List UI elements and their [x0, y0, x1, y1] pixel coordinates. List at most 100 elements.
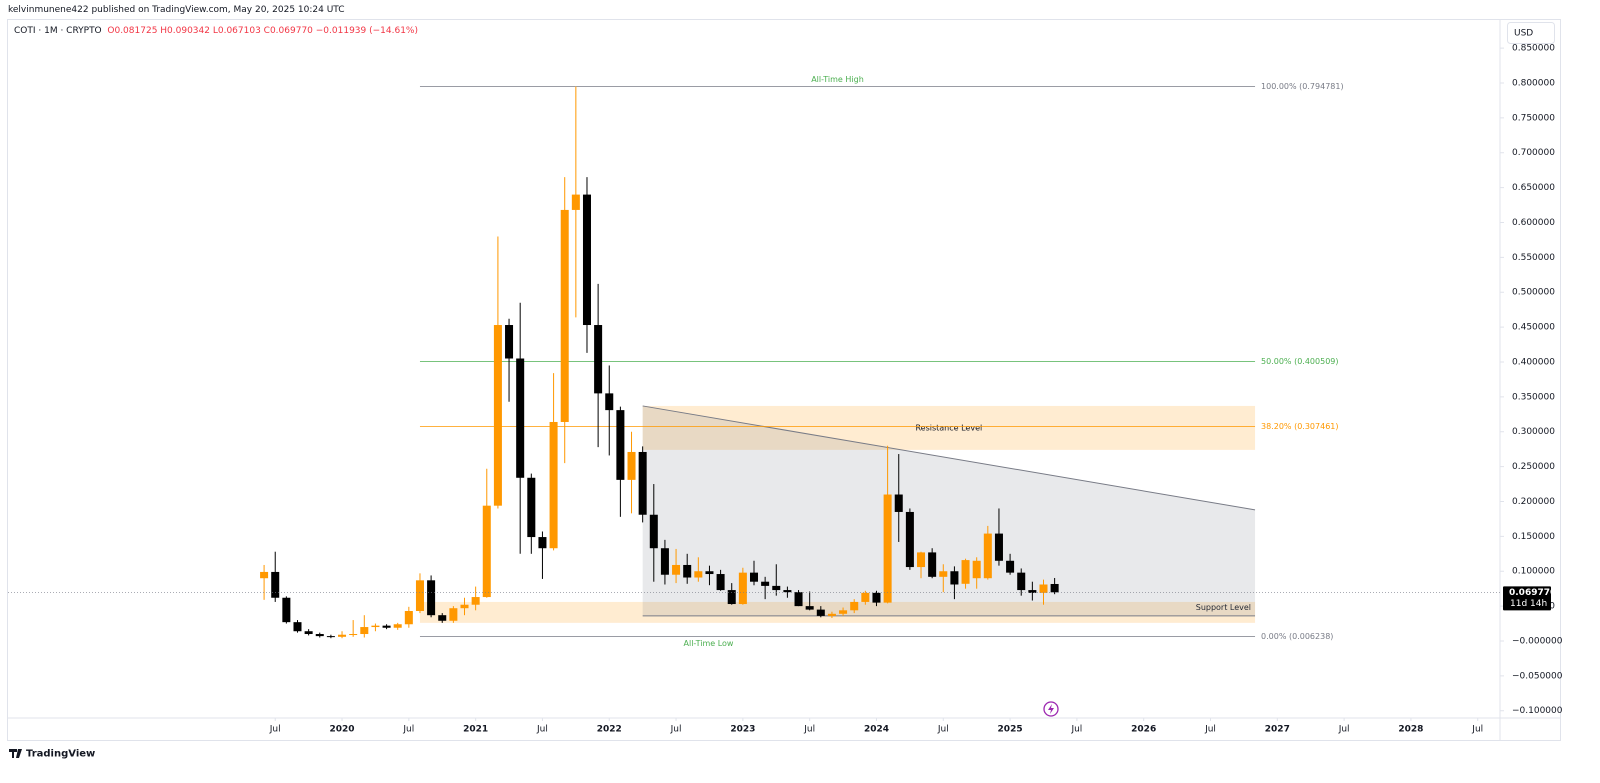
y-tick-label: −0.050000 — [1512, 671, 1563, 681]
x-tick-label: Jul — [670, 725, 682, 735]
y-tick-label: 0.700000 — [1512, 148, 1555, 158]
candle-body — [1006, 560, 1015, 573]
candle-body — [616, 410, 625, 480]
candle-body — [939, 571, 948, 577]
candle-body — [260, 571, 269, 579]
x-tick-label: 2023 — [730, 725, 755, 735]
x-tick-label: 2028 — [1398, 725, 1423, 735]
fib-label: 50.00% (0.400509) — [1261, 357, 1338, 366]
y-tick-label: 0.350000 — [1512, 392, 1555, 402]
x-tick-label: 2026 — [1131, 725, 1156, 735]
candle-body — [371, 625, 380, 628]
zone-label: Support Level — [1196, 603, 1251, 612]
candle-body — [471, 597, 480, 605]
candle-body — [839, 610, 848, 614]
fib-note: All-Time High — [811, 75, 864, 84]
countdown: 11d 14h — [1510, 599, 1547, 609]
y-tick-label: 0.550000 — [1512, 253, 1555, 263]
candle-body — [571, 194, 580, 210]
last-price-tag — [1503, 586, 1551, 611]
candle-body — [338, 634, 347, 637]
publisher-line: kelvinmunene422 published on TradingView… — [8, 5, 345, 15]
candle-body — [404, 611, 413, 625]
candle-body — [594, 325, 603, 394]
candle-body — [282, 597, 291, 623]
event-icon-bolt — [1048, 704, 1054, 714]
candle-body — [1028, 590, 1037, 593]
candle-body — [1039, 584, 1048, 593]
candle-body — [705, 571, 714, 575]
candle-body — [505, 325, 514, 359]
candle-body — [638, 451, 647, 515]
candle-body — [449, 608, 458, 621]
x-tick-label: Jul — [937, 725, 949, 735]
y-tick-label: 0.750000 — [1512, 113, 1555, 123]
y-tick-label: 0.300000 — [1512, 427, 1555, 437]
candle-body — [961, 560, 970, 584]
y-tick-label: 0.450000 — [1512, 323, 1555, 333]
candle-body — [415, 580, 424, 612]
candle-body — [1017, 572, 1026, 591]
candle-body — [950, 571, 959, 585]
candle-body — [772, 585, 781, 591]
event-icon — [1043, 701, 1059, 717]
candle-body — [627, 451, 636, 480]
candle-body — [694, 571, 703, 578]
x-tick-label: 2020 — [329, 725, 354, 735]
zone — [419, 601, 1256, 623]
candle-body — [660, 548, 669, 575]
candle-body — [293, 622, 302, 632]
candle-body — [727, 590, 736, 605]
y-tick-label: 0.200000 — [1512, 497, 1555, 507]
candle-body — [482, 505, 491, 598]
currency-button[interactable] — [1507, 22, 1555, 44]
candle-body — [393, 624, 402, 628]
candle-body — [382, 625, 391, 628]
candle-body — [716, 574, 725, 591]
candle-body — [360, 627, 369, 635]
candle-body — [905, 511, 914, 568]
fib-label: 0.00% (0.006238) — [1261, 632, 1333, 641]
fib-label: 100.00% (0.794781) — [1261, 82, 1344, 91]
candle-body — [872, 592, 881, 603]
x-tick-label: 2021 — [463, 725, 488, 735]
x-tick-label: 2024 — [864, 725, 889, 735]
x-tick-label: Jul — [402, 725, 414, 735]
candle-body — [315, 634, 324, 637]
ohlc: O0.081725 H0.090342 L0.067103 C0.069770 … — [107, 26, 418, 36]
x-tick-label: Jul — [536, 725, 548, 735]
candle-body — [883, 494, 892, 603]
candle-body — [672, 564, 681, 575]
x-tick-label: Jul — [1338, 725, 1350, 735]
x-tick-label: Jul — [1070, 725, 1082, 735]
candle-body — [349, 634, 358, 636]
y-tick-label: −0.000000 — [1512, 636, 1563, 646]
candle-body — [794, 592, 803, 607]
candle-body — [994, 533, 1003, 561]
x-tick-label: Jul — [803, 725, 815, 735]
candle-body — [549, 421, 558, 549]
candle-body — [560, 209, 569, 422]
candle-body — [582, 194, 591, 326]
x-tick-label: 2022 — [597, 725, 622, 735]
candle-body — [493, 325, 502, 506]
brand: TradingView — [26, 749, 95, 760]
candle-body — [304, 631, 313, 635]
candle-body — [427, 580, 436, 616]
candle-body — [516, 358, 525, 478]
y-tick-label: 0.800000 — [1512, 78, 1555, 88]
fib-note: All-Time Low — [684, 639, 734, 648]
last-price-label: 0.069770 — [1509, 588, 1556, 598]
candle-body — [917, 552, 926, 568]
candle-body — [928, 552, 937, 577]
symbol-info: COTI · 1M · CRYPTO O0.081725 H0.090342 L… — [14, 26, 418, 36]
brand-logo — [9, 749, 22, 758]
y-tick-label: 0.650000 — [1512, 183, 1555, 193]
y-tick-label: 0.100000 — [1512, 567, 1555, 577]
candle-body — [783, 590, 792, 593]
y-tick-label: 0.600000 — [1512, 218, 1555, 228]
pattern-edge — [642, 405, 1256, 511]
candle-body — [816, 609, 825, 616]
x-tick-label: Jul — [1471, 725, 1483, 735]
